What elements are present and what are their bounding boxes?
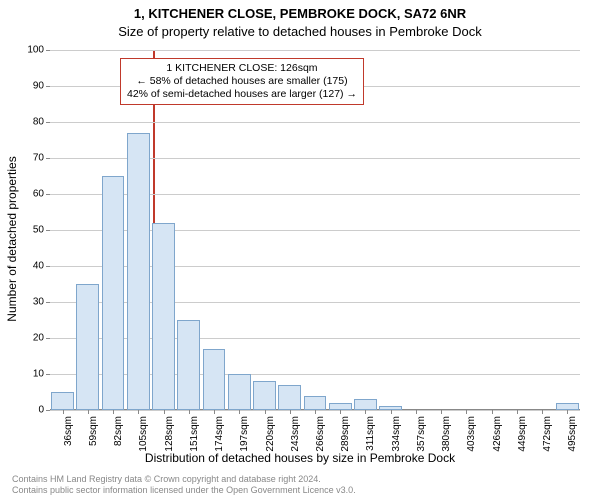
y-tickmark <box>46 374 50 375</box>
x-tickmark <box>239 410 240 414</box>
x-tickmark <box>441 410 442 414</box>
x-tickmark <box>542 410 543 414</box>
annotation-box: 1 KITCHENER CLOSE: 126sqm ← 58% of detac… <box>120 58 364 105</box>
y-tickmark <box>46 302 50 303</box>
y-tick-label: 80 <box>14 117 44 128</box>
x-tickmark <box>567 410 568 414</box>
x-tickmark <box>88 410 89 414</box>
y-tick-label: 30 <box>14 297 44 308</box>
x-tickmark <box>214 410 215 414</box>
gridline <box>50 122 580 123</box>
y-tickmark <box>46 410 50 411</box>
histogram-bar <box>329 403 352 410</box>
y-tickmark <box>46 86 50 87</box>
annotation-line: 1 KITCHENER CLOSE: 126sqm <box>127 62 357 75</box>
x-tickmark <box>315 410 316 414</box>
histogram-bar <box>278 385 301 410</box>
x-axis-label: Distribution of detached houses by size … <box>0 451 600 465</box>
histogram-bar <box>228 374 251 410</box>
x-tickmark <box>63 410 64 414</box>
y-tickmark <box>46 158 50 159</box>
y-tick-label: 60 <box>14 189 44 200</box>
x-tickmark <box>517 410 518 414</box>
y-tick-label: 50 <box>14 225 44 236</box>
y-tick-label: 70 <box>14 153 44 164</box>
histogram-bar <box>177 320 200 410</box>
y-tickmark <box>46 122 50 123</box>
histogram-bar <box>556 403 579 410</box>
x-tickmark <box>189 410 190 414</box>
histogram-bar <box>304 396 327 410</box>
x-tickmark <box>138 410 139 414</box>
x-tickmark <box>340 410 341 414</box>
annotation-line: ← 58% of detached houses are smaller (17… <box>127 75 357 88</box>
histogram-bar <box>203 349 226 410</box>
x-tickmark <box>365 410 366 414</box>
y-tickmark <box>46 230 50 231</box>
y-tickmark <box>46 194 50 195</box>
histogram-bar <box>76 284 99 410</box>
y-tick-label: 0 <box>14 405 44 416</box>
y-tick-label: 40 <box>14 261 44 272</box>
histogram-bar <box>152 223 175 410</box>
histogram-bar <box>127 133 150 410</box>
x-tickmark <box>265 410 266 414</box>
x-tickmark <box>492 410 493 414</box>
footer-line: Contains HM Land Registry data © Crown c… <box>12 474 356 485</box>
chart-subtitle: Size of property relative to detached ho… <box>0 24 600 39</box>
x-tickmark <box>416 410 417 414</box>
x-tickmark <box>113 410 114 414</box>
y-tick-label: 90 <box>14 81 44 92</box>
x-tickmark <box>290 410 291 414</box>
gridline <box>50 50 580 51</box>
y-tickmark <box>46 50 50 51</box>
y-tickmark <box>46 266 50 267</box>
footer-line: Contains public sector information licen… <box>12 485 356 496</box>
x-tickmark <box>466 410 467 414</box>
histogram-bar <box>51 392 74 410</box>
y-tickmark <box>46 338 50 339</box>
y-tick-label: 20 <box>14 333 44 344</box>
y-tick-label: 10 <box>14 369 44 380</box>
annotation-line: 42% of semi-detached houses are larger (… <box>127 88 357 101</box>
histogram-bar <box>102 176 125 410</box>
histogram-bar <box>354 399 377 410</box>
x-tickmark <box>164 410 165 414</box>
x-tickmark <box>391 410 392 414</box>
footer: Contains HM Land Registry data © Crown c… <box>12 474 356 496</box>
chart-title: 1, KITCHENER CLOSE, PEMBROKE DOCK, SA72 … <box>0 6 600 21</box>
y-tick-label: 100 <box>14 45 44 56</box>
histogram-bar <box>253 381 276 410</box>
